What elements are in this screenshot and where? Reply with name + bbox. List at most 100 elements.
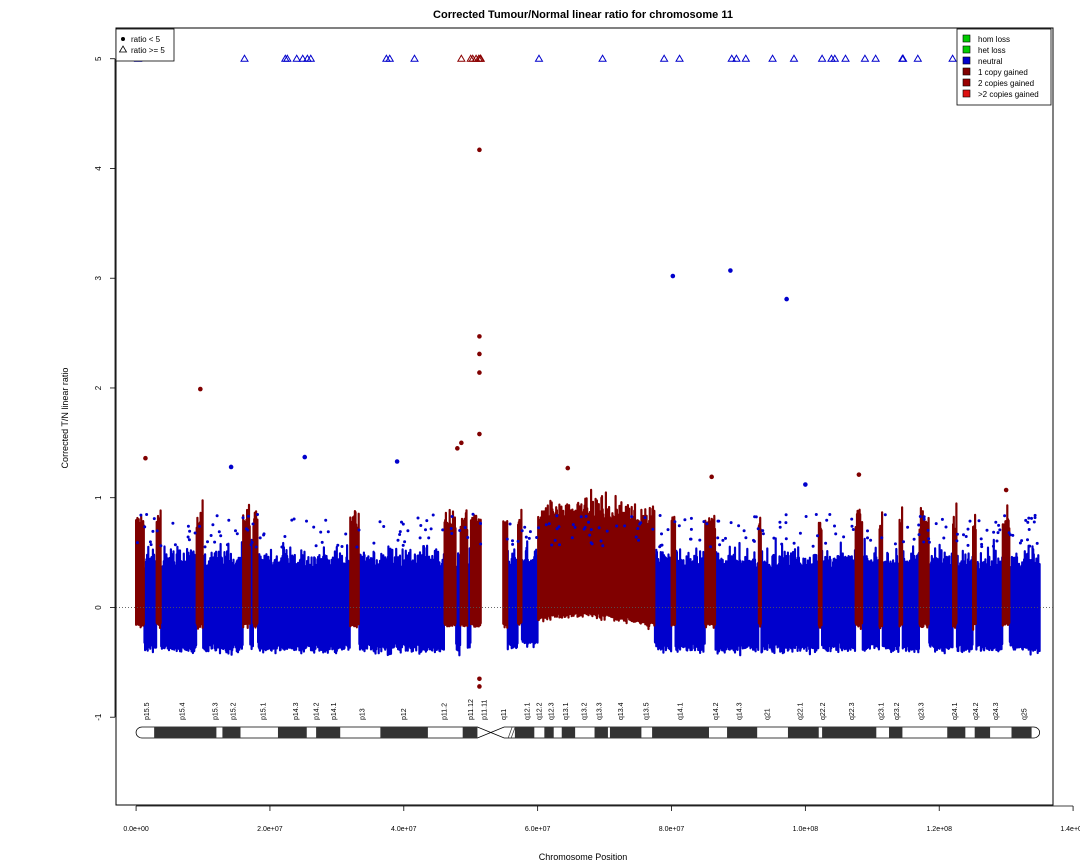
- x-tick-label: 6.0e+07: [525, 826, 551, 833]
- band-label: q12.1: [524, 702, 531, 720]
- band-label: q23.3: [919, 702, 926, 720]
- neutral-outliers: [135, 512, 1039, 549]
- ideogram-dark-band: [652, 727, 709, 738]
- color-legend-box: [956, 28, 1052, 106]
- ideogram-dark-band: [609, 727, 642, 738]
- ideogram-dark-band: [974, 727, 991, 738]
- ideogram-dark-band: [787, 727, 819, 738]
- neutral-point: [394, 459, 400, 464]
- ideogram-dark-band: [594, 727, 608, 738]
- band-label: q22.1: [797, 702, 804, 720]
- band-label: p15.3: [213, 702, 220, 720]
- capped-point-neutral: [410, 54, 419, 62]
- band-label: p15.5: [144, 702, 151, 720]
- gain-point: [459, 440, 464, 446]
- legend-swatch: [962, 89, 971, 98]
- x-tick-label: 8.0e+07: [659, 826, 685, 833]
- neutral-point: [784, 296, 789, 302]
- legend-swatch: [962, 45, 971, 54]
- neutral-point: [670, 273, 676, 279]
- legend-swatch: [962, 67, 971, 76]
- legend-label: hom loss: [978, 35, 1010, 44]
- legend-label: 1 copy gained: [978, 68, 1028, 77]
- capped-point-neutral: [298, 54, 308, 62]
- ideogram-dark-band: [822, 727, 877, 738]
- capped-point-neutral: [727, 54, 737, 62]
- band-label: q22.3: [849, 702, 856, 720]
- band-label: q14.2: [713, 702, 720, 720]
- capped-point-neutral: [913, 54, 923, 62]
- band-label: p14.3: [293, 702, 300, 720]
- x-tick-label: 4.0e+07: [391, 826, 417, 833]
- ideogram-dark-band: [544, 727, 554, 738]
- legend-dot-marker: [121, 37, 125, 41]
- band-label: q13.4: [618, 702, 625, 720]
- gain-points: [135, 488, 1011, 631]
- y-tick-label: 0: [94, 605, 103, 610]
- y-tick-label: 3: [94, 275, 103, 280]
- x-tick-label: 0.0e+00: [123, 826, 149, 833]
- band-label: q22.2: [820, 702, 827, 720]
- ideogram-dark-band: [947, 727, 966, 738]
- gain-point: [477, 351, 482, 357]
- band-label: p15.4: [180, 702, 187, 720]
- x-axis: 0.0e+00 2.0e+07 4.0e+07 6.0e+07 8.0e+07 1.0e+…: [123, 805, 1080, 833]
- ideogram-dark-band: [727, 727, 758, 738]
- y-tick-label: 5: [94, 56, 103, 61]
- band-label: q13.3: [597, 702, 604, 720]
- capped-point-neutral: [659, 54, 669, 62]
- ideogram-dark-band: [277, 727, 307, 738]
- capped-point-gain: [476, 54, 486, 62]
- capped-point-neutral: [768, 54, 777, 62]
- ideogram-dark-band: [154, 727, 217, 738]
- x-tick-label: 1.2e+08: [926, 826, 952, 833]
- ideogram-dark-band: [462, 727, 478, 738]
- band-label: p11.11: [482, 700, 489, 720]
- ideogram-dark-band: [222, 727, 241, 738]
- gain-point: [565, 465, 571, 471]
- band-label: p14.1: [331, 702, 338, 720]
- capped-point-neutral: [789, 54, 799, 62]
- plot-frame: [115, 27, 1054, 806]
- ideogram-hatch: [507, 726, 516, 739]
- capped-point-neutral: [240, 54, 249, 62]
- capped-point-neutral: [292, 54, 302, 62]
- legend-label: neutral: [978, 57, 1003, 66]
- band-label: q25: [1022, 708, 1029, 720]
- chart-title: Corrected Tumour/Normal linear ratio for…: [433, 9, 733, 21]
- legend-swatch: [962, 56, 971, 65]
- capped-point-neutral: [741, 54, 751, 62]
- gain-point: [477, 147, 482, 153]
- band-label: q24.3: [993, 702, 1000, 720]
- shape-legend-box: [115, 28, 175, 62]
- capped-point-neutral: [830, 54, 840, 62]
- band-label: q13.5: [644, 702, 651, 720]
- y-tick-label: 1: [94, 495, 103, 500]
- neutral-point: [302, 454, 308, 460]
- band-label: p15.2: [231, 702, 238, 720]
- gain-point: [477, 684, 482, 689]
- y-axis: -1 0 1 2 3 4 5: [94, 56, 116, 721]
- neutral-point: [803, 482, 808, 487]
- ideogram-dark-band: [1011, 727, 1032, 738]
- capped-point-neutral: [282, 54, 292, 62]
- gain-point: [1003, 487, 1009, 493]
- y-tick-label: 2: [94, 385, 103, 390]
- x-tick-label: 1.0e+08: [793, 826, 819, 833]
- capped-point-neutral: [898, 54, 908, 62]
- capped-point-neutral: [841, 54, 850, 62]
- gain-point: [709, 474, 714, 480]
- legend-label-triangle: ratio >= 5: [131, 46, 165, 55]
- band-label: q12.3: [548, 702, 555, 720]
- ideogram-dark-band: [514, 727, 535, 738]
- gain-point: [198, 386, 203, 392]
- capped-point-neutral: [871, 54, 881, 62]
- gain-point: [143, 455, 148, 461]
- gain-point: [477, 370, 482, 375]
- ideogram-dark-band: [380, 727, 428, 738]
- band-label: q24.1: [952, 702, 959, 720]
- band-label: q23.2: [894, 702, 901, 720]
- legend-triangle-marker: [118, 45, 128, 53]
- gain-point: [856, 472, 862, 477]
